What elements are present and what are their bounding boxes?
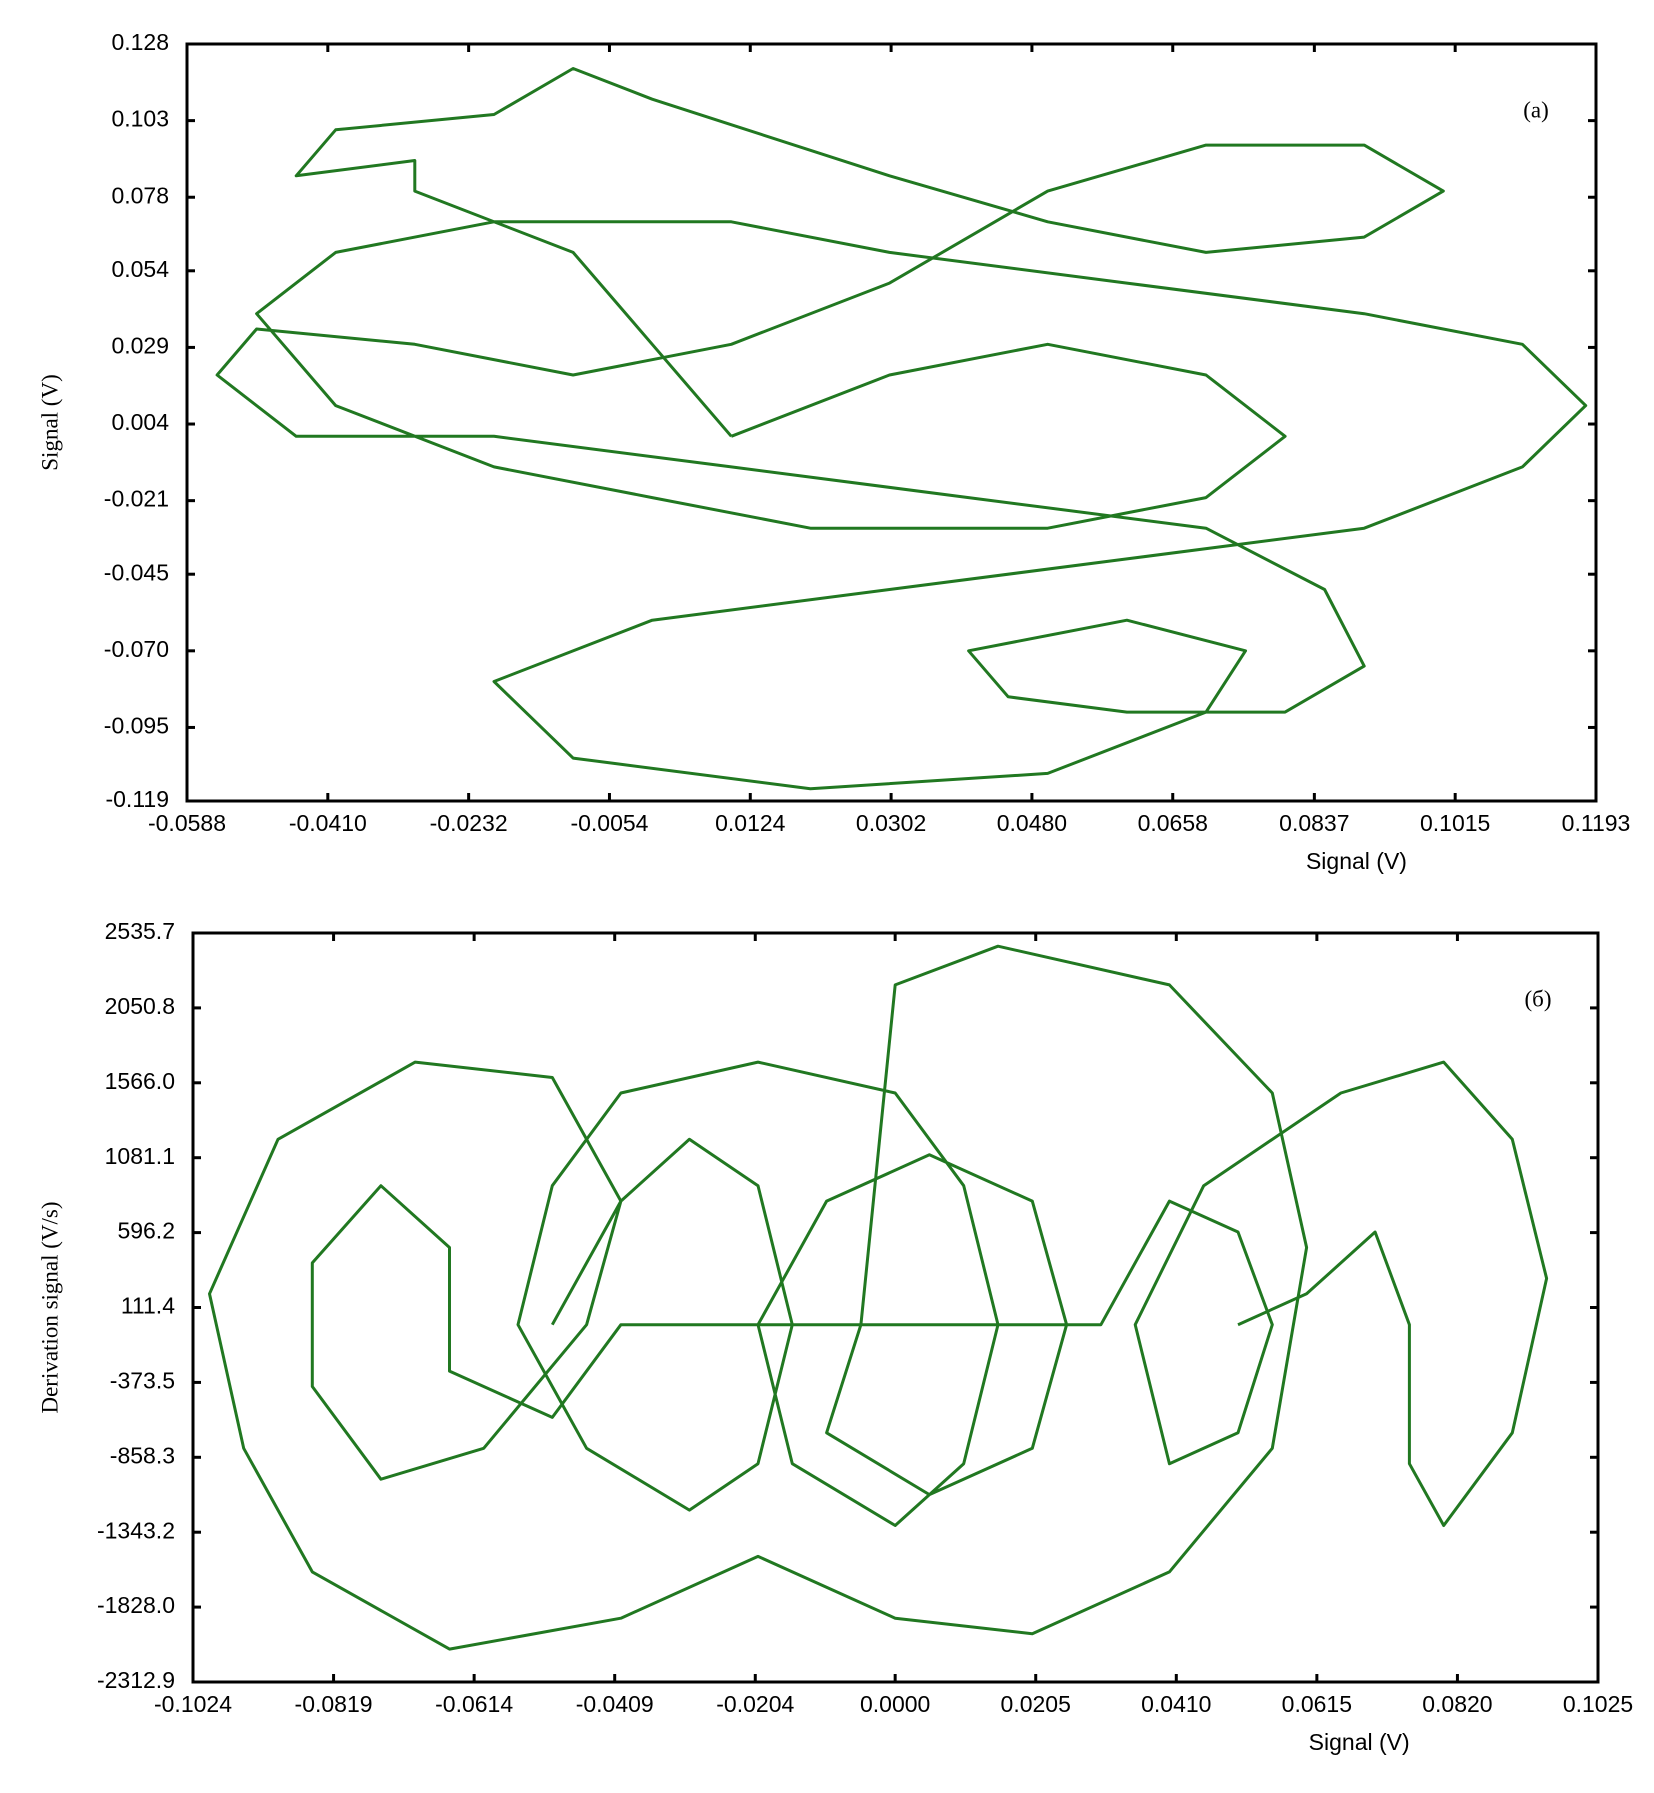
y-tick-label: 0.128 [111,29,169,55]
y-tick-label: 2535.7 [105,918,175,944]
y-tick-label: -0.021 [104,486,169,512]
x-tick-label: 0.0302 [856,810,926,836]
x-tick-label: 0.1015 [1420,810,1490,836]
y-tick-label: -2312.9 [97,1667,175,1693]
y-tick-label: 0.054 [111,256,169,282]
y-tick-label: -1828.0 [97,1592,175,1618]
y-tick-label: -373.5 [110,1367,175,1393]
y-axis-label: Signal (V) [37,374,62,470]
trajectory [208,944,1549,1651]
x-tick-label: -0.1024 [154,1691,232,1717]
annotation: (б) [1524,986,1551,1011]
x-tick-label: 0.0820 [1422,1691,1492,1717]
x-tick-label: 0.0000 [860,1691,930,1717]
y-tick-label: 0.004 [111,409,169,435]
x-tick-label: 0.0615 [1282,1691,1352,1717]
x-tick-label: -0.0588 [148,810,226,836]
y-tick-label: 1566.0 [105,1068,175,1094]
y-tick-label: -0.119 [105,786,169,812]
x-tick-label: 0.0205 [1001,1691,1071,1717]
x-tick-label: -0.0054 [570,810,648,836]
trajectory [215,67,1588,791]
x-tick-label: -0.0614 [435,1691,513,1717]
x-tick-label: -0.0410 [289,810,367,836]
y-tick-label: -0.070 [104,636,169,662]
y-tick-label: 0.078 [111,182,169,208]
x-tick-label: 0.0410 [1141,1691,1211,1717]
y-tick-label: 0.103 [111,106,169,132]
x-tick-label: 0.1193 [1562,810,1631,836]
y-tick-label: 1081.1 [105,1143,175,1169]
x-tick-label: 0.0480 [997,810,1067,836]
x-tick-label: -0.0232 [430,810,508,836]
y-tick-label: -0.095 [104,713,169,739]
x-tick-label: -0.0204 [716,1691,794,1717]
y-tick-label: 596.2 [117,1218,175,1244]
x-tick-label: -0.0819 [295,1691,373,1717]
y-tick-label: 2050.8 [105,993,175,1019]
x-tick-label: 0.0658 [1138,810,1208,836]
y-tick-label: 0.029 [111,332,169,358]
y-axis-label: Derivation signal (V/s) [37,1201,62,1413]
plot-frame [191,931,1600,1684]
annotation: (a) [1523,97,1549,122]
x-tick-label: 0.0837 [1279,810,1349,836]
x-axis-label: Signal (V) [1306,848,1407,874]
x-tick-label: 0.0124 [715,810,786,836]
x-tick-label: -0.0409 [576,1691,654,1717]
y-tick-label: -1343.2 [97,1517,175,1543]
y-tick-label: 111.4 [121,1293,175,1319]
y-tick-label: -858.3 [110,1442,175,1468]
x-axis-label: Signal (V) [1309,1729,1410,1755]
y-tick-label: -0.045 [104,559,169,585]
x-tick-label: 0.1025 [1563,1691,1633,1717]
